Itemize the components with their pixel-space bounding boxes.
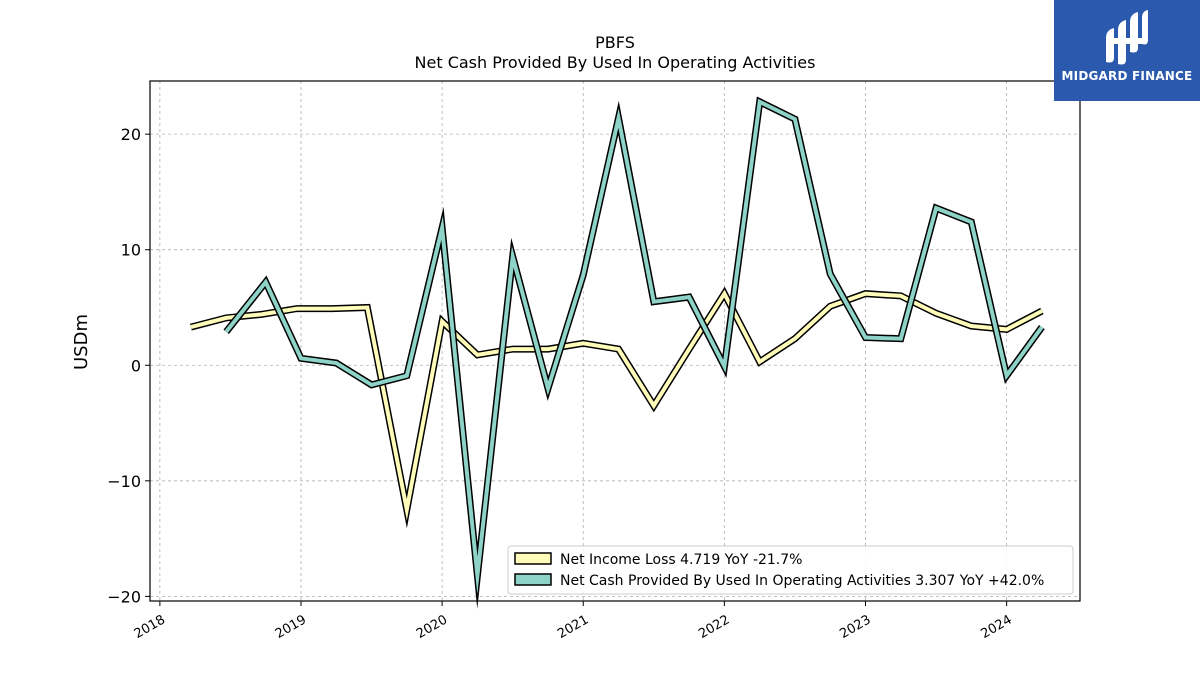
chart-subtitle: Net Cash Provided By Used In Operating A… xyxy=(415,53,816,72)
x-tick-label: 2024 xyxy=(978,612,1014,642)
y-tick-label: 20 xyxy=(121,125,141,144)
x-tick-label: 2018 xyxy=(132,612,168,642)
legend-swatch-operating-cash xyxy=(514,573,552,586)
legend-box xyxy=(507,545,1074,595)
y-tick-label: 10 xyxy=(121,241,141,260)
x-tick-label: 2022 xyxy=(696,612,732,642)
legend-swatch-net-income-loss xyxy=(514,552,552,565)
y-tick-label: 0 xyxy=(131,356,141,375)
legend: Net Income Loss 4.719 YoY -21.7% Net Cas… xyxy=(507,545,1074,595)
series-outline-net-income-loss xyxy=(190,286,1044,529)
series-outline-operating-cash xyxy=(223,96,1045,609)
plot-frame xyxy=(149,80,1081,602)
series-group xyxy=(190,96,1045,609)
x-tick-label: 2019 xyxy=(273,612,309,642)
legend-label-net-income-loss: Net Income Loss 4.719 YoY -21.7% xyxy=(560,552,802,568)
series-line-net-income-loss xyxy=(190,289,1043,521)
x-tick-label: 2023 xyxy=(837,612,873,642)
x-tick-label: 2021 xyxy=(555,612,591,642)
y-tick-label: −10 xyxy=(107,472,141,491)
logo-text: MIDGARD FINANCE xyxy=(1061,69,1193,83)
legend-label-operating-cash: Net Cash Provided By Used In Operating A… xyxy=(560,573,1044,589)
y-axis-label: USDm xyxy=(71,314,92,370)
midgard-finance-logo: MIDGARD FINANCE xyxy=(1054,0,1200,101)
logo-mark-icon xyxy=(1106,10,1148,65)
x-tick-label: 2020 xyxy=(414,612,450,642)
series-line-operating-cash xyxy=(224,98,1044,595)
y-tick-label: −20 xyxy=(107,587,141,606)
chart-title: PBFS xyxy=(595,33,635,52)
